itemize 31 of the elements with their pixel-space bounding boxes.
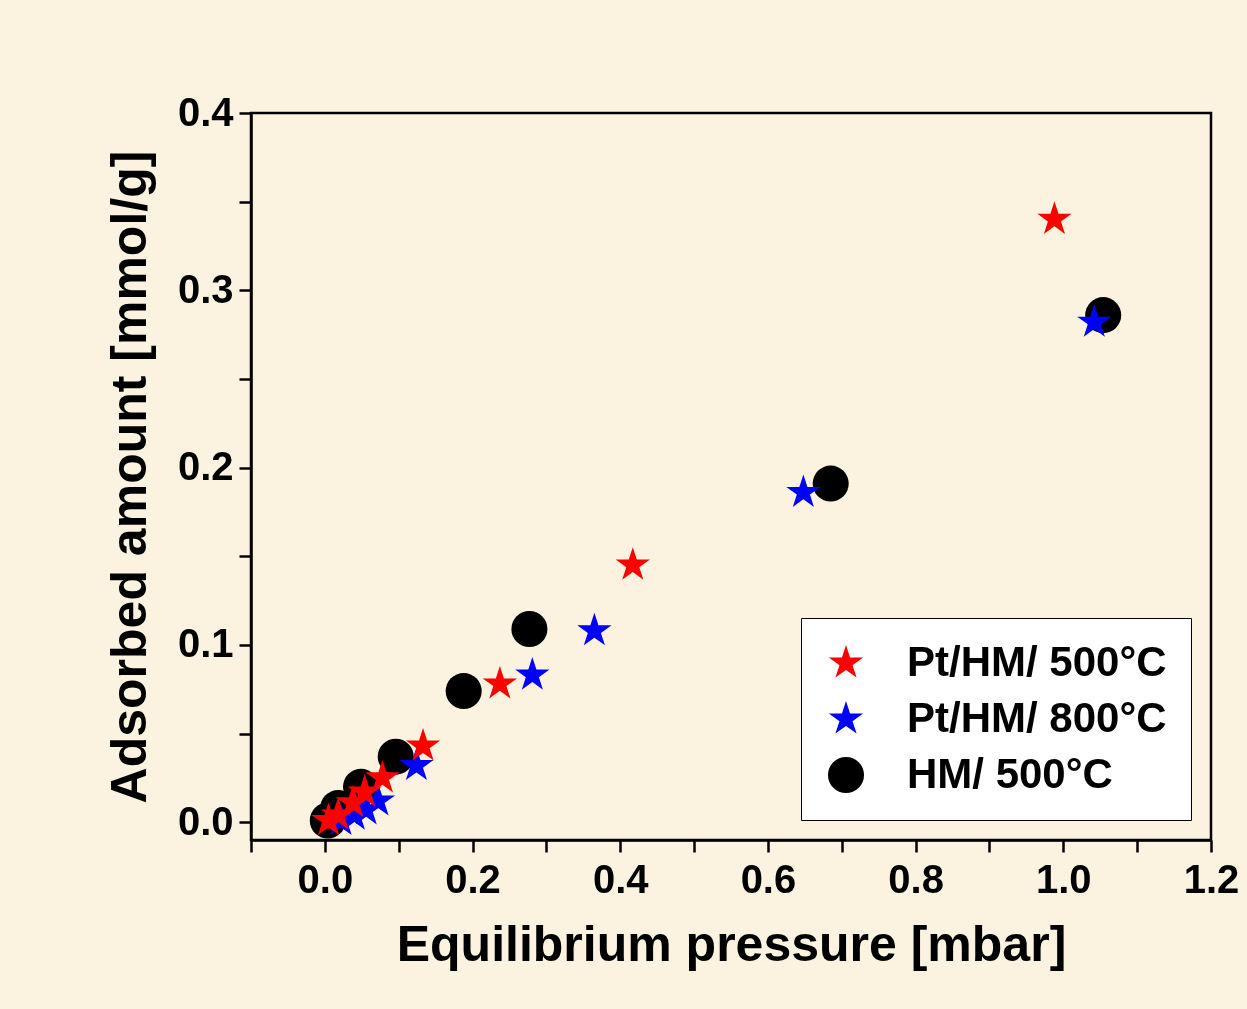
x-tick-label: 0.2 [445, 856, 501, 901]
point [511, 611, 548, 647]
point [405, 727, 441, 761]
x-tick-label: 0.0 [297, 856, 354, 901]
y-tick-label: 0.4 [177, 89, 235, 134]
point [365, 759, 400, 793]
legend-label: Pt/HM/ 800°C [907, 694, 1167, 741]
y-axis-title: Adsorbed amount [mmol/g] [100, 150, 157, 804]
point [445, 673, 482, 710]
point [515, 657, 550, 690]
x-tick-label: 1.2 [1183, 856, 1240, 901]
point [1077, 304, 1112, 337]
point [1037, 201, 1072, 234]
point [482, 665, 518, 699]
legend-label: HM/ 500°C [907, 750, 1113, 797]
legend-label: Pt/HM/ 500°C [907, 638, 1167, 685]
point [812, 465, 849, 502]
x-tick-label: 0.4 [592, 856, 650, 901]
y-tick-label: 0.3 [177, 266, 234, 311]
x-tick-label: 0.6 [740, 856, 797, 901]
point [786, 474, 821, 508]
x-axis-title: Equilibrium pressure [mbar] [396, 915, 1067, 972]
y-tick-label: 0.0 [177, 798, 234, 843]
point [615, 547, 650, 580]
point [320, 797, 356, 830]
x-tick-label: 1.0 [1036, 856, 1092, 901]
y-tick-label: 0.2 [177, 444, 234, 489]
y-tick-label: 0.1 [177, 621, 234, 666]
point [577, 612, 612, 646]
x-tick-label: 0.8 [888, 856, 944, 901]
point [347, 774, 382, 807]
